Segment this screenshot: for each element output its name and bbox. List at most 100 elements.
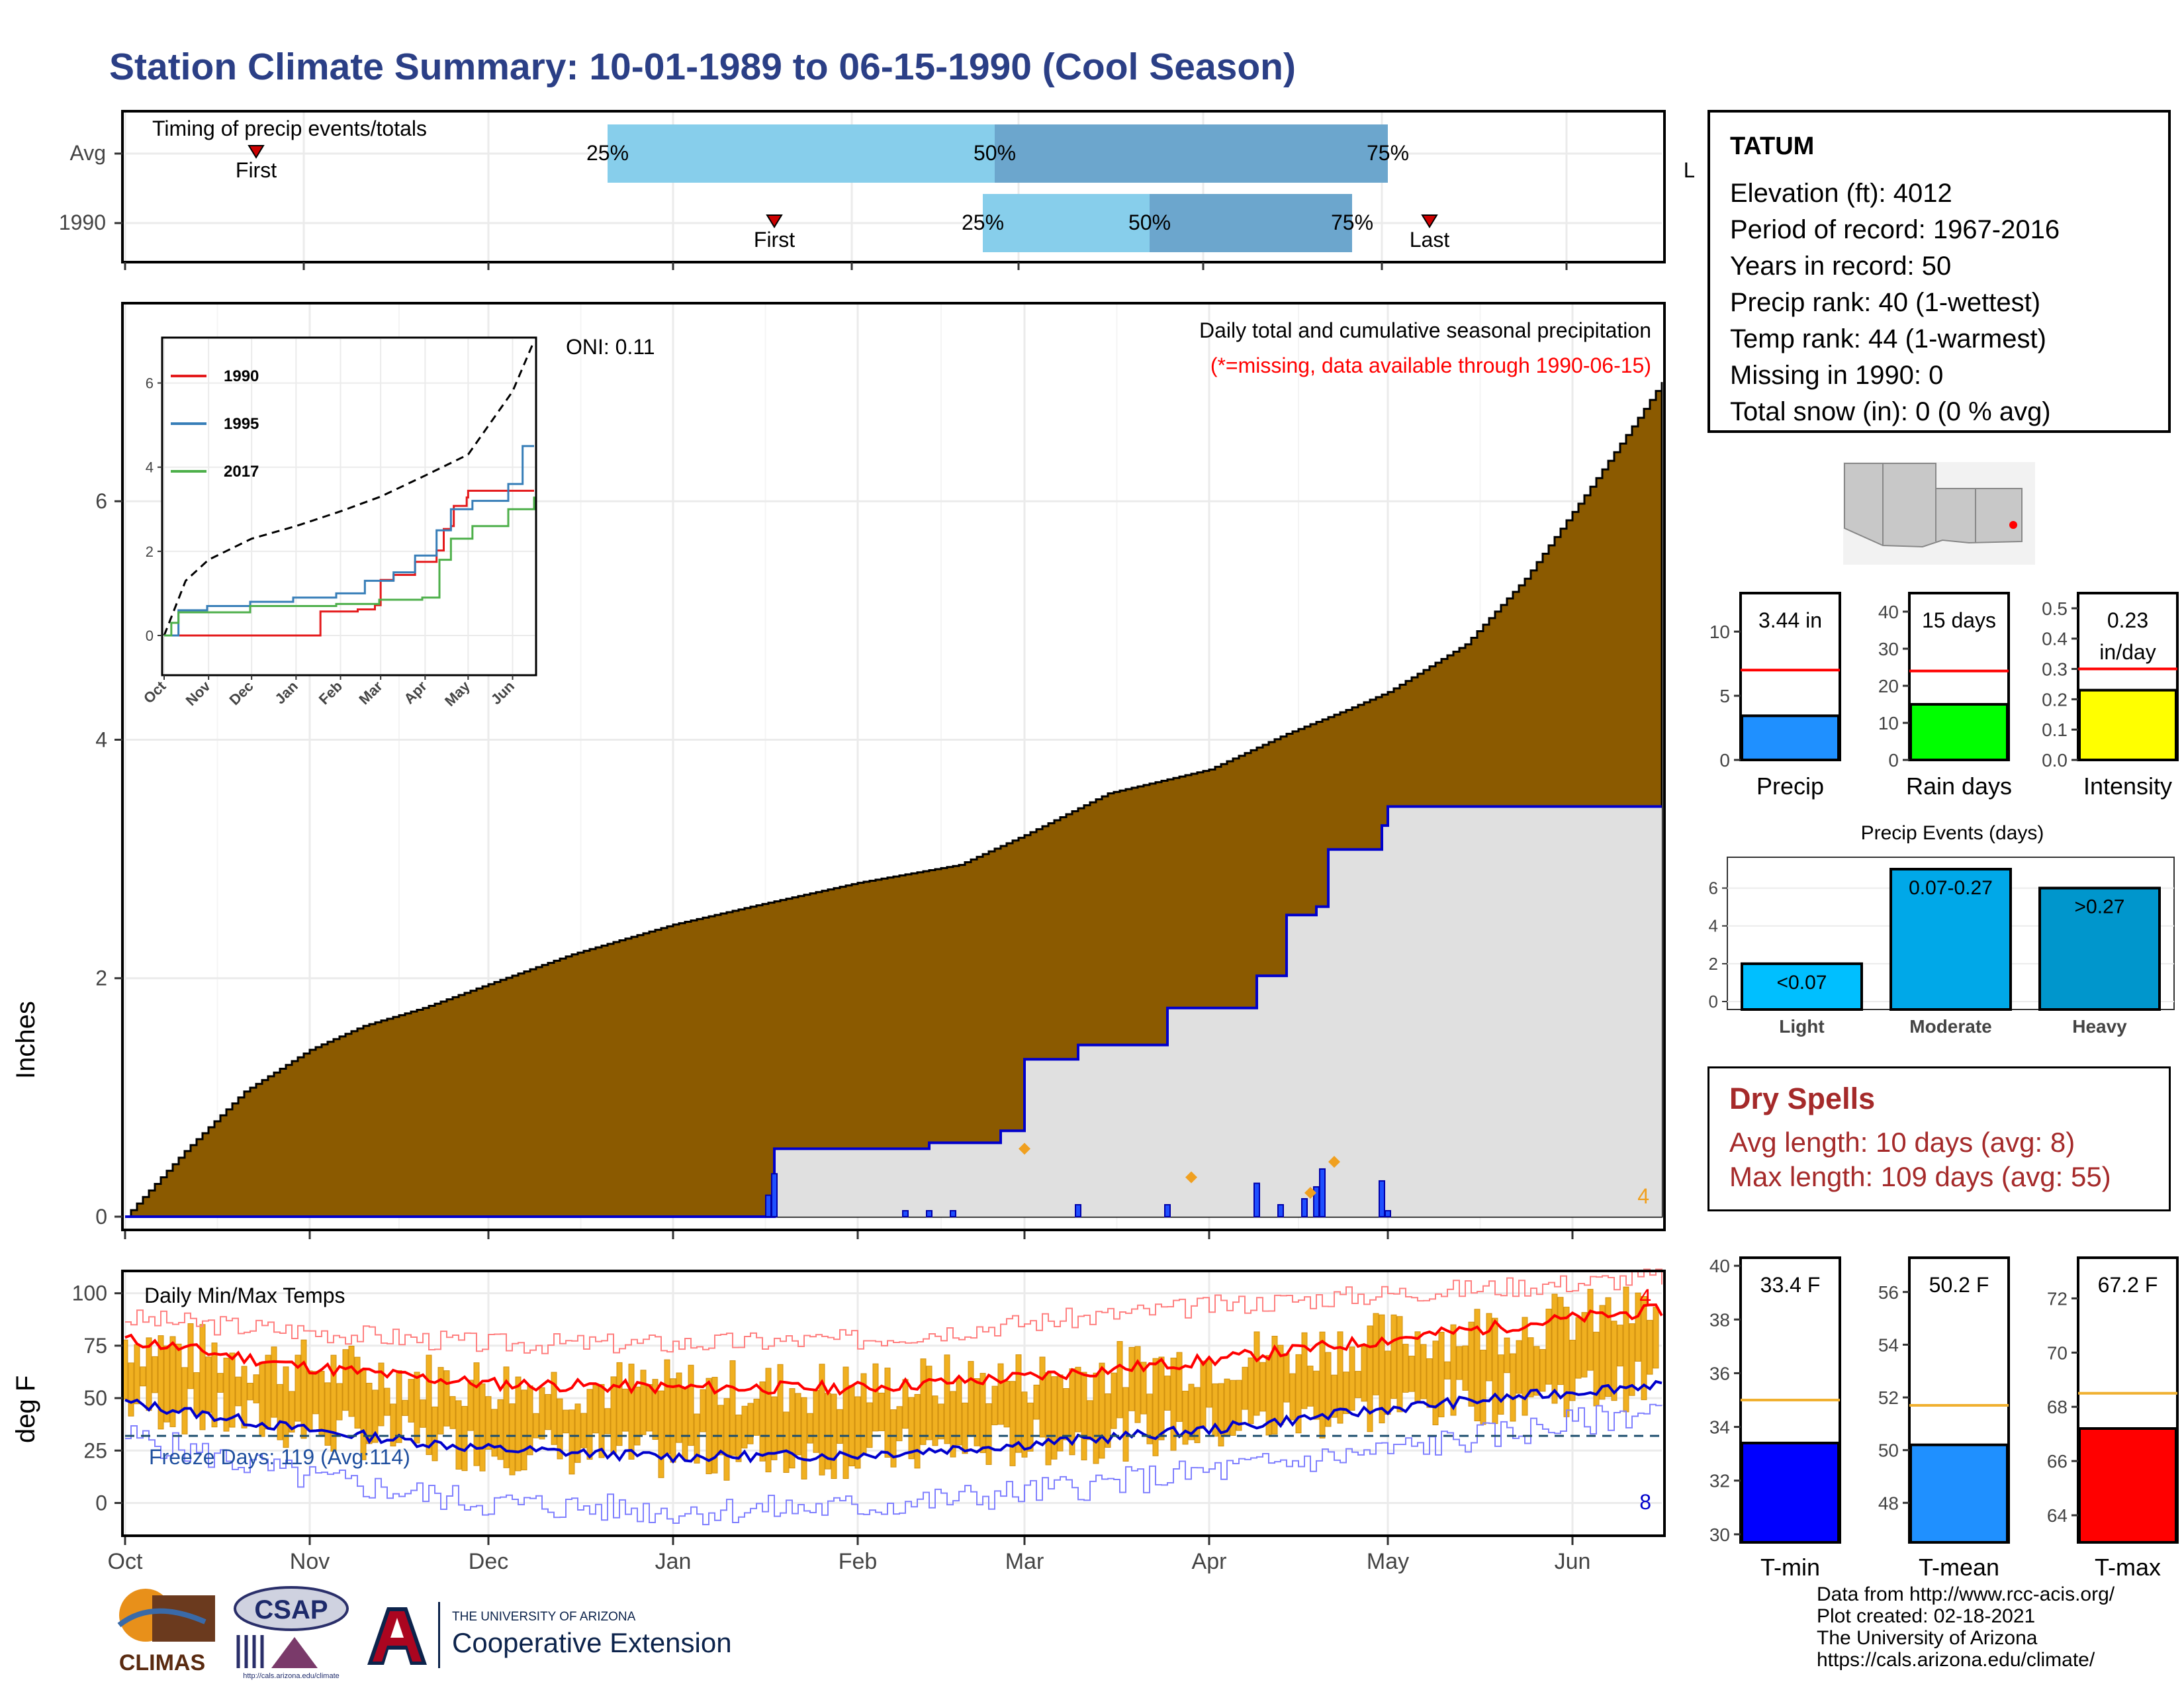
- daily-precip-bar: [1164, 1203, 1171, 1218]
- daily-temp-bar: [432, 1406, 438, 1462]
- timing-pct-label: 50%: [974, 141, 1016, 165]
- daily-temp-bar: [181, 1367, 188, 1434]
- daily-temp-bar: [759, 1381, 766, 1462]
- temp-y-tick-label: 72: [2047, 1288, 2068, 1309]
- daily-temp-bar: [1325, 1352, 1332, 1427]
- daily-temp-bar: [473, 1362, 480, 1466]
- daily-temp-bar: [545, 1393, 551, 1430]
- daily-temp-bar: [1611, 1321, 1617, 1401]
- csap-rain-graphic: [236, 1635, 264, 1668]
- daily-temp-bar: [950, 1391, 956, 1458]
- daily-temp-bar: [1200, 1360, 1206, 1429]
- daily-precip-bar: [1277, 1203, 1284, 1218]
- temp-x-tick-label: Apr: [1192, 1549, 1227, 1574]
- credit-line: Data from http://www.rcc-acis.org/: [1817, 1583, 2115, 1605]
- daily-temp-bar: [807, 1413, 813, 1444]
- temp-y-tick-label: 50: [1878, 1440, 1899, 1461]
- daily-temp-bar: [253, 1374, 259, 1403]
- precip-y-tick-label: 0.1: [2042, 720, 2068, 740]
- daily-precip-bar: [902, 1209, 909, 1217]
- daily-temp-bar: [1533, 1346, 1540, 1396]
- daily-temp-bar: [1289, 1373, 1296, 1421]
- inset-legend-label: 1995: [224, 415, 259, 433]
- map-state-borders: [1882, 463, 1976, 545]
- precip-y-tick-label: 0.2: [2042, 689, 2068, 710]
- precip-y-tick-label: 6: [95, 489, 107, 513]
- daily-temp-bar: [1152, 1358, 1159, 1456]
- daily-temp-bar: [1653, 1307, 1659, 1369]
- csap-url: http://cals.arizona.edu/climate: [243, 1672, 340, 1680]
- climas-land-graphic: [152, 1595, 215, 1642]
- daily-temp-bar: [878, 1392, 885, 1431]
- climas-logo-text: CLIMAS: [119, 1650, 205, 1675]
- csap-mountain-graphic: [271, 1637, 318, 1668]
- daily-precip-bar: [1075, 1203, 1081, 1218]
- daily-temp-bar: [1361, 1346, 1367, 1402]
- daily-temp-bar: [503, 1366, 510, 1468]
- precip-y-tick-label: 4: [95, 727, 107, 751]
- daily-temp-bar: [158, 1335, 164, 1430]
- page-title: Station Climate Summary: 10-01-1989 to 0…: [109, 46, 1296, 88]
- daily-temp-bar: [563, 1409, 569, 1434]
- temp-title: Daily Min/Max Temps: [144, 1284, 345, 1307]
- daily-temp-bar: [348, 1345, 355, 1417]
- daily-temp-bar: [1301, 1332, 1308, 1409]
- year-cumulative-line: [125, 805, 1662, 1218]
- inset-line-2017: [164, 496, 535, 637]
- inset-x-tick-label: Oct: [140, 677, 169, 706]
- timing-bar-avg-25-50: [608, 124, 995, 183]
- daily-temp-bar: [1075, 1366, 1081, 1432]
- daily-temp-bar: [628, 1364, 635, 1460]
- daily-temp-bar: [140, 1366, 146, 1387]
- temp-y-tick-label: 34: [1709, 1417, 1730, 1438]
- daily-temp-bar: [1516, 1340, 1522, 1394]
- inset-legend-label: 2017: [224, 463, 259, 481]
- daily-temp-bar: [1176, 1352, 1183, 1422]
- inset-legend-label: 1990: [224, 367, 259, 385]
- temp-x-tick-label: Jun: [1555, 1549, 1591, 1574]
- daily-temp-bar: [163, 1345, 170, 1423]
- daily-temp-bar: [521, 1389, 527, 1471]
- precip-y-tick-label: 0.3: [2042, 659, 2068, 680]
- inset-x-tick-label: Dec: [226, 678, 256, 708]
- timing-pct-label: 25%: [586, 141, 629, 165]
- daily-temp-bar: [1462, 1345, 1469, 1391]
- daily-temp-bar: [604, 1408, 611, 1434]
- precip-y-tick-label: 2: [95, 966, 107, 990]
- daily-temp-bar: [1009, 1381, 1016, 1466]
- daily-temp-bar: [128, 1362, 134, 1417]
- inset-x-tick-label: May: [441, 677, 473, 709]
- temp-bar-name: T-min: [1760, 1554, 1820, 1581]
- csap-cloud-graphic: [234, 1586, 349, 1631]
- daily-temp-bar: [854, 1396, 861, 1469]
- daily-temp-bar: [979, 1373, 986, 1454]
- daily-temp-bar: [985, 1403, 992, 1465]
- inset-x-tick-label: Jan: [271, 678, 300, 707]
- avg-min-line: [124, 1380, 1662, 1464]
- daily-temp-bar: [1313, 1370, 1320, 1420]
- daily-temp-bar: [1468, 1321, 1475, 1407]
- ua-logo: [367, 1607, 427, 1665]
- temp-x-tick-label: Mar: [1005, 1549, 1044, 1574]
- daily-temp-bar: [1259, 1362, 1266, 1412]
- daily-temp-bar: [1295, 1354, 1302, 1434]
- daily-temp-bar: [1182, 1390, 1189, 1445]
- credit-line: Plot created: 02-18-2021: [1817, 1605, 2036, 1627]
- daily-temp-bar: [1033, 1384, 1040, 1420]
- temp-value-bar: [1909, 1443, 2009, 1544]
- daily-temp-bar: [1629, 1323, 1635, 1396]
- daily-temp-bar: [402, 1399, 408, 1416]
- timing-first-marker: [766, 214, 783, 228]
- daily-temp-bar: [1641, 1295, 1647, 1401]
- daily-temp-bar: [152, 1356, 158, 1393]
- daily-temp-bar: [646, 1383, 653, 1432]
- daily-temp-bar: [324, 1382, 331, 1446]
- daily-temp-bar: [783, 1411, 790, 1473]
- daily-temp-bar: [1510, 1353, 1516, 1422]
- inset-x-tick-label: Nov: [183, 677, 214, 709]
- timing-frame: [121, 110, 1666, 263]
- daily-temp-bar: [1111, 1372, 1117, 1429]
- daily-temp-bar: [1557, 1297, 1564, 1385]
- daily-temp-bar: [610, 1376, 617, 1455]
- daily-temp-bar: [1385, 1350, 1391, 1415]
